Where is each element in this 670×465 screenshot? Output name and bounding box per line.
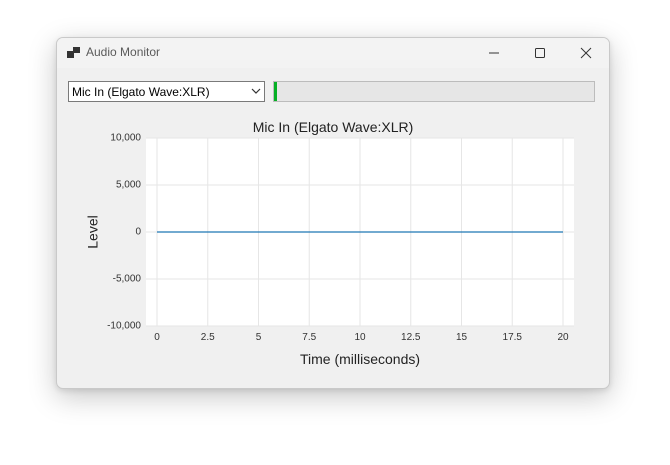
chevron-down-icon — [251, 88, 261, 94]
x-axis-label: Time (milliseconds) — [300, 351, 420, 367]
maximize-icon — [535, 48, 545, 58]
close-button[interactable] — [563, 38, 609, 68]
device-select-value: Mic In (Elgato Wave:XLR) — [72, 85, 210, 99]
audio-monitor-window: Audio Monitor Mic In (Elgato Wave:XLR) M… — [56, 37, 610, 389]
x-tick-label: 2.5 — [201, 332, 215, 343]
close-icon — [580, 47, 592, 59]
x-tick-label: 12.5 — [401, 332, 421, 343]
y-axis-ticks: 10,000 5,000 0 -5,000 -10,000 — [107, 133, 141, 332]
y-tick-label: 0 — [135, 227, 141, 238]
y-axis-label: Level — [85, 215, 101, 248]
level-meter-fill — [274, 82, 278, 101]
y-tick-label: -5,000 — [113, 274, 142, 285]
minimize-icon — [489, 52, 499, 54]
x-tick-label: 5 — [256, 332, 262, 343]
x-tick-label: 10 — [354, 332, 366, 343]
minimize-button[interactable] — [471, 38, 517, 68]
y-tick-label: 10,000 — [110, 133, 141, 144]
y-tick-label: 5,000 — [116, 180, 141, 191]
x-tick-label: 0 — [154, 332, 160, 343]
chart-title: Mic In (Elgato Wave:XLR) — [252, 119, 414, 135]
level-meter — [273, 81, 595, 102]
x-tick-label: 20 — [557, 332, 569, 343]
app-window-icon — [67, 47, 80, 58]
title-bar[interactable]: Audio Monitor — [57, 38, 609, 68]
x-tick-label: 15 — [456, 332, 468, 343]
x-tick-label: 7.5 — [302, 332, 316, 343]
x-tick-label: 17.5 — [503, 332, 523, 343]
window-title: Audio Monitor — [86, 45, 161, 59]
device-select[interactable]: Mic In (Elgato Wave:XLR) — [68, 81, 265, 102]
y-tick-label: -10,000 — [107, 321, 141, 332]
chart: 10,000 5,000 0 -5,000 -10,000 0 2.5 5 7.5 10 12.5… — [85, 133, 574, 367]
x-axis-ticks: 0 2.5 5 7.5 10 12.5 15 17.5 20 — [154, 332, 569, 343]
maximize-button[interactable] — [517, 38, 563, 68]
